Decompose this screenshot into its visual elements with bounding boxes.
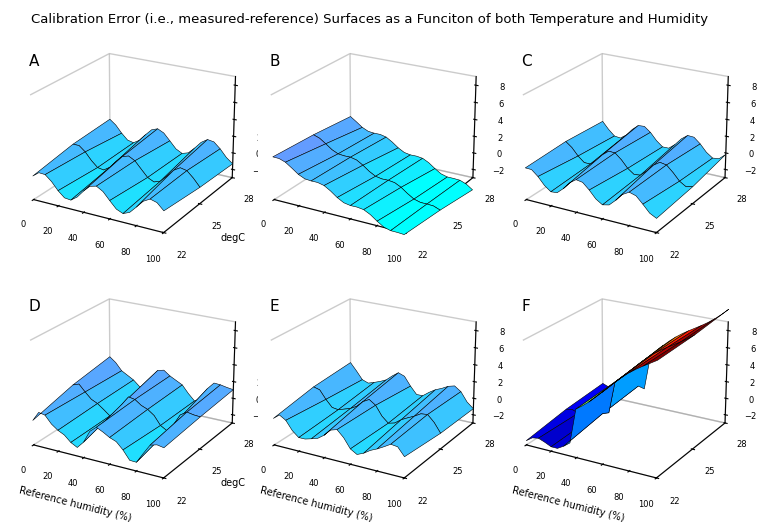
Text: A: A xyxy=(28,54,39,69)
X-axis label: Reference humidity (%): Reference humidity (%) xyxy=(259,485,374,522)
Text: C: C xyxy=(521,54,532,69)
Text: D: D xyxy=(28,299,40,314)
Y-axis label: degC: degC xyxy=(221,478,246,489)
Text: F: F xyxy=(521,299,530,314)
X-axis label: Reference humidity (%): Reference humidity (%) xyxy=(18,485,133,522)
Y-axis label: degC: degC xyxy=(221,233,246,243)
Text: Calibration Error (i.e., measured-reference) Surfaces as a Funciton of both Temp: Calibration Error (i.e., measured-refere… xyxy=(31,13,707,26)
Text: E: E xyxy=(269,299,279,314)
X-axis label: Reference humidity (%): Reference humidity (%) xyxy=(511,485,626,522)
Text: B: B xyxy=(269,54,280,69)
